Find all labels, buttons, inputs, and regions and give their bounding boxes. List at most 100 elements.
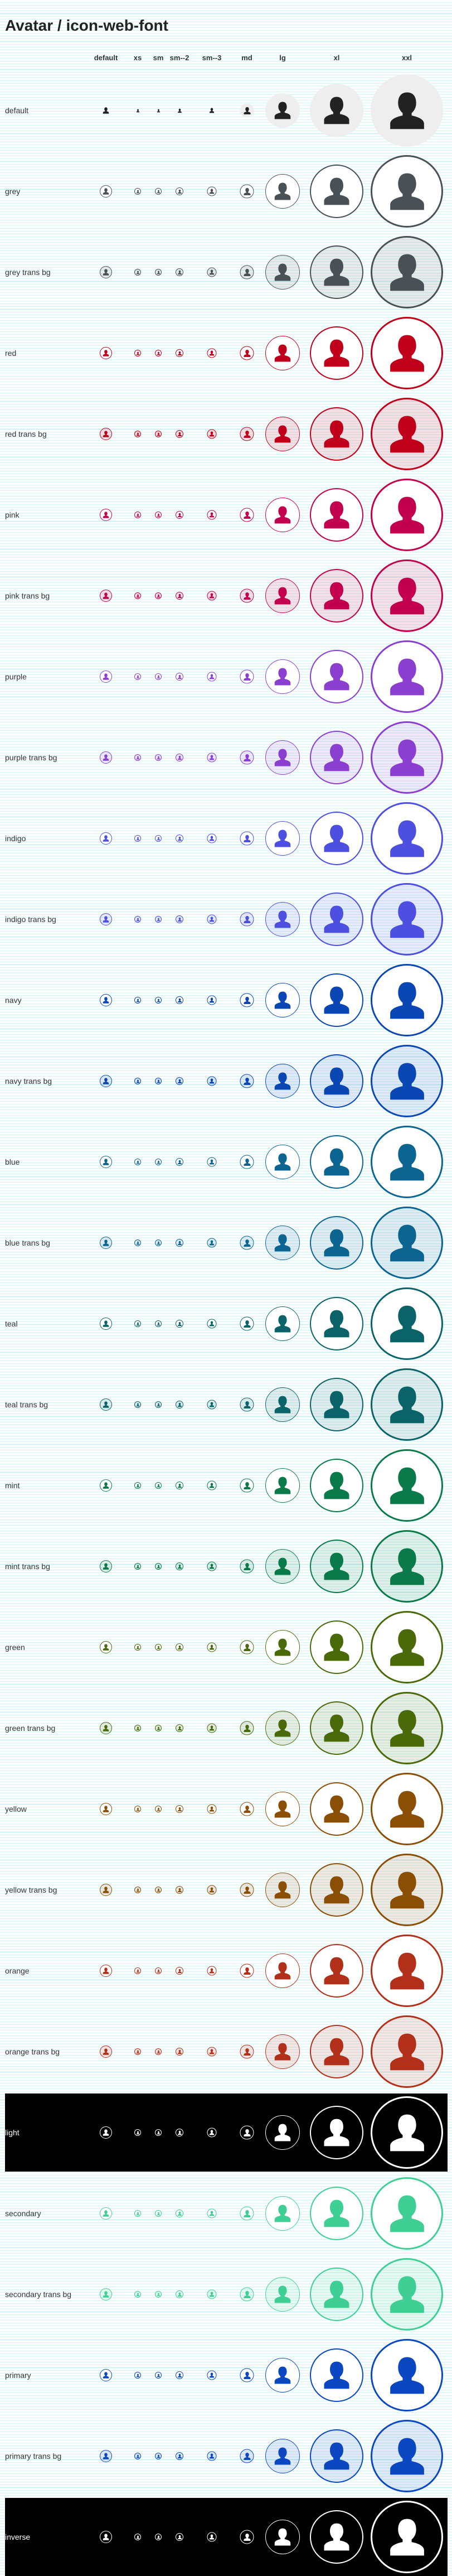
- avatar-row-teal-trans-bg: teal trans bg: [5, 1366, 448, 1444]
- avatar-default: [100, 1479, 112, 1492]
- avatar-md: [240, 427, 254, 441]
- user-icon: [320, 1550, 353, 1583]
- avatar-xl: [310, 326, 363, 380]
- row-label: mint: [5, 1481, 20, 1490]
- user-icon: [157, 109, 161, 113]
- avatar-xs: [134, 2534, 141, 2540]
- avatar-xs: [134, 1806, 141, 1812]
- row-label: grey trans bg: [5, 268, 51, 277]
- avatar-sm-3: [207, 267, 217, 277]
- user-icon: [272, 423, 293, 445]
- user-icon: [102, 592, 110, 600]
- avatar-md: [240, 2206, 254, 2221]
- avatar-default: [100, 1641, 112, 1653]
- row-label: primary: [5, 2371, 31, 2380]
- user-icon: [177, 2292, 182, 2297]
- user-icon: [272, 1151, 293, 1173]
- user-icon: [177, 513, 182, 518]
- avatar-sm-3: [207, 348, 217, 358]
- avatar-sm-3: [207, 2370, 217, 2380]
- avatar-md: [240, 1883, 254, 1897]
- user-icon: [136, 2293, 140, 2297]
- avatar-lg: [265, 1064, 300, 1098]
- user-icon: [177, 917, 182, 922]
- row-label: secondary: [5, 2209, 41, 2218]
- avatar-sm-3: [207, 1157, 217, 1167]
- user-icon: [102, 1967, 110, 1975]
- avatar-md: [240, 912, 254, 927]
- avatar-sm-2: [176, 1239, 183, 1247]
- row-label: yellow: [5, 1805, 27, 1813]
- avatar-sm: [155, 2210, 162, 2217]
- row-label: purple trans bg: [5, 753, 57, 762]
- user-icon: [320, 1469, 353, 1502]
- avatar-default: [100, 2450, 112, 2462]
- row-label: blue: [5, 1157, 20, 1166]
- user-icon: [242, 2209, 251, 2218]
- avatar-lg: [265, 740, 300, 775]
- user-icon: [136, 1241, 140, 1245]
- user-icon: [177, 1321, 182, 1326]
- user-icon: [272, 1879, 293, 1900]
- avatar-xxl: [371, 559, 443, 632]
- avatar-sm-3: [207, 2128, 217, 2138]
- avatar-lg: [265, 498, 300, 532]
- user-icon: [157, 190, 161, 194]
- avatar-sm: [155, 1725, 162, 1731]
- avatar-row-teal: teal: [5, 1285, 448, 1363]
- user-icon: [177, 1888, 182, 1893]
- avatar-xxl: [371, 964, 443, 1036]
- avatar-sm-3: [207, 1319, 217, 1329]
- user-icon: [385, 1625, 430, 1670]
- avatar-lg: [265, 2034, 300, 2069]
- user-icon: [320, 579, 353, 612]
- user-icon: [272, 181, 293, 202]
- row-label: red: [5, 349, 17, 358]
- user-icon: [136, 432, 140, 436]
- user-icon: [102, 1320, 110, 1328]
- user-icon: [157, 2374, 161, 2377]
- user-icon: [242, 430, 251, 438]
- user-icon: [177, 2211, 182, 2216]
- avatar-md: [240, 1236, 254, 1250]
- user-icon: [177, 108, 182, 113]
- avatar-row-inverse: inverse: [5, 2498, 448, 2576]
- user-icon: [242, 1966, 251, 1975]
- user-icon: [320, 1145, 353, 1179]
- user-icon: [209, 2049, 215, 2055]
- avatar-xs: [134, 2129, 141, 2136]
- avatar-sm: [155, 1887, 162, 1893]
- avatar-xxl: [371, 883, 443, 956]
- avatar-row-yellow: yellow: [5, 1770, 448, 1848]
- avatar-row-orange: orange: [5, 1932, 448, 2010]
- avatar-sm-2: [176, 754, 183, 761]
- user-icon: [177, 1241, 182, 1246]
- avatar-xxl: [371, 640, 443, 713]
- row-label: mint trans bg: [5, 1562, 50, 1571]
- avatar-xl: [310, 1459, 363, 1512]
- user-icon: [320, 417, 353, 451]
- avatar-xxl: [371, 1287, 443, 1360]
- avatar-default: [100, 913, 112, 925]
- user-icon: [136, 109, 140, 113]
- avatar-default: [100, 347, 112, 359]
- avatar-sm-3: [207, 2208, 217, 2218]
- user-icon: [242, 1481, 251, 1490]
- column-header-row: default xs sm sm--2 sm--3 md lg xl xxl: [0, 54, 452, 66]
- avatar-xxl: [371, 1773, 443, 1845]
- user-icon: [385, 2191, 430, 2236]
- user-icon: [136, 675, 140, 679]
- avatar-xxl: [371, 2015, 443, 2088]
- avatar-sm: [155, 350, 162, 356]
- user-icon: [242, 591, 251, 600]
- avatar-sm-3: [207, 429, 217, 439]
- user-icon: [102, 268, 110, 276]
- user-icon: [320, 1873, 353, 1907]
- avatar-sm-3: [207, 1885, 217, 1895]
- user-icon: [157, 918, 161, 922]
- avatar-row-red: red: [5, 314, 448, 392]
- user-icon: [320, 2035, 353, 2068]
- avatar-xl: [310, 2429, 363, 2483]
- user-icon: [320, 2278, 353, 2311]
- avatar-sm: [155, 107, 162, 114]
